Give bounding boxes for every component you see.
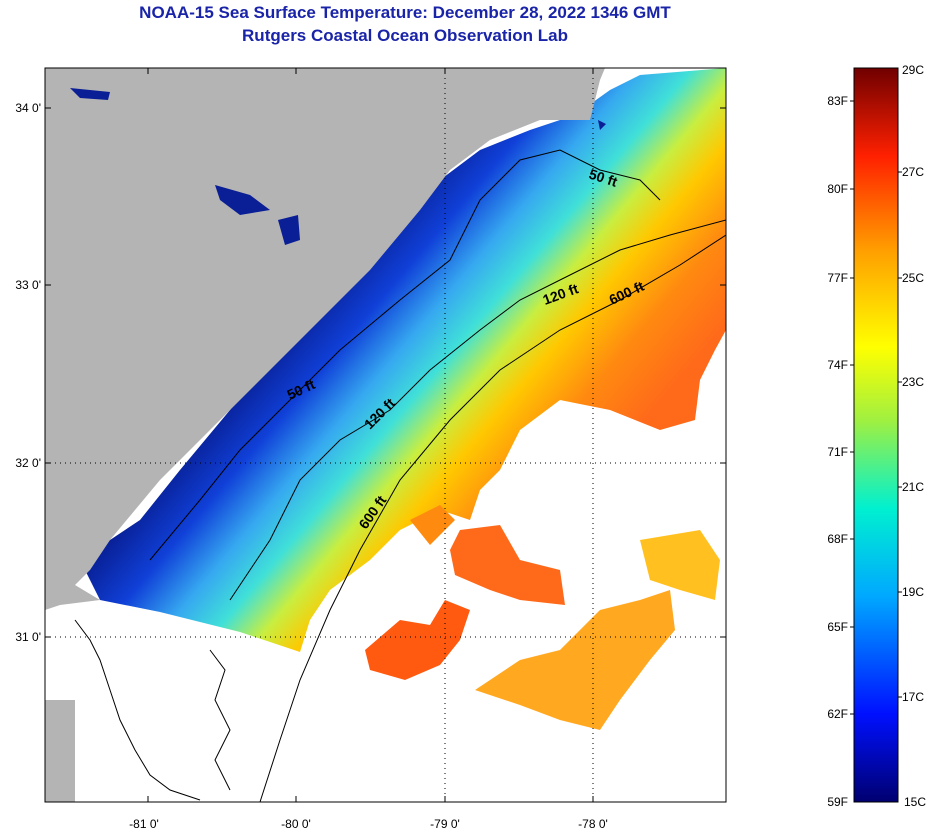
contour-50ft xyxy=(149,149,661,561)
coastline xyxy=(74,619,201,801)
axis-ticks xyxy=(45,68,726,802)
map-title: NOAA-15 Sea Surface Temperature: Decembe… xyxy=(139,3,671,22)
lat-label: 33 0' xyxy=(15,278,41,292)
colorbar-label-c: 27C xyxy=(902,165,924,179)
inland-water xyxy=(598,120,606,130)
sst-field xyxy=(80,68,726,652)
sst-patch xyxy=(475,590,675,730)
lat-label: 34 0' xyxy=(15,101,41,115)
contour-120ft xyxy=(229,219,726,601)
colorbar-label-f: 71F xyxy=(827,445,848,459)
colorbar-label-c: 25C xyxy=(902,271,924,285)
colorbar-label-c: 21C xyxy=(902,480,924,494)
colorbar-label-c: 23C xyxy=(902,375,924,389)
inland-water xyxy=(278,215,300,245)
colorbar-label-c: 29C xyxy=(902,63,924,77)
sst-patch xyxy=(410,505,455,545)
colorbar-label-c: 19C xyxy=(902,585,924,599)
lat-lon-grid xyxy=(45,68,726,802)
colorbar-label-f: 59F xyxy=(827,795,848,809)
sst-patch xyxy=(365,600,470,680)
map-subtitle: Rutgers Coastal Ocean Observation Lab xyxy=(242,26,568,45)
colorbar-label-f: 65F xyxy=(827,620,848,634)
map-frame xyxy=(44,67,727,803)
colorbar-label-f: 77F xyxy=(827,271,848,285)
land xyxy=(45,68,605,610)
sst-patch xyxy=(450,525,565,605)
lat-label: 31 0' xyxy=(15,630,41,644)
lat-label: 32 0' xyxy=(15,456,41,470)
lon-label: -81 0' xyxy=(129,817,159,831)
land xyxy=(45,700,75,802)
lon-label: -78 0' xyxy=(578,817,608,831)
colorbar-label-f: 83F xyxy=(827,94,848,108)
colorbar-label-f: 80F xyxy=(827,182,848,196)
lon-label: -80 0' xyxy=(281,817,311,831)
contour-600ft xyxy=(259,234,726,802)
colorbar-label-f: 68F xyxy=(827,532,848,546)
inland-water xyxy=(215,185,270,215)
lon-label: -79 0' xyxy=(430,817,460,831)
map-panel: 50 ft 50 ft 120 ft 120 ft 600 ft 600 ft xyxy=(45,68,726,802)
inland-water xyxy=(70,88,110,100)
colorbar-label-f: 74F xyxy=(827,358,848,372)
sst-patch xyxy=(640,530,720,600)
coastline xyxy=(209,649,231,791)
colorbar-label-c: 17C xyxy=(902,690,924,704)
colorbar-ticks xyxy=(850,100,902,715)
colorbar-label-c: 15C xyxy=(904,795,926,809)
colorbar xyxy=(853,67,899,803)
colorbar-label-f: 62F xyxy=(827,707,848,721)
